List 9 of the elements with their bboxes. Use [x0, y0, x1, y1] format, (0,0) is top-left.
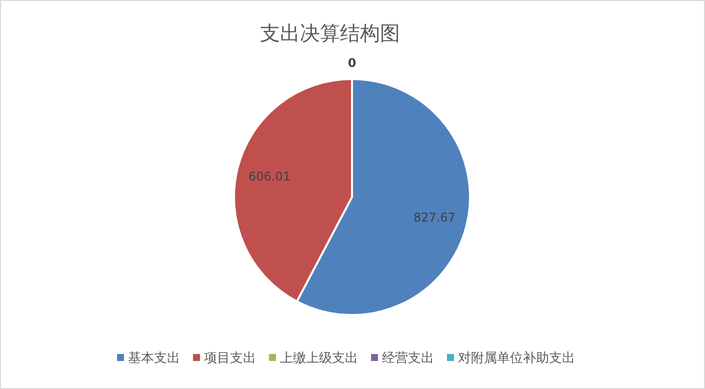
legend-label: 经营支出 [382, 351, 434, 366]
chart-title: 支出决算结构图 [260, 21, 400, 45]
text: 0 [348, 56, 356, 70]
data-label: 606.01 [248, 170, 291, 184]
legend-label: 对附属单位补助支出 [458, 351, 575, 366]
legend-label: 上缴上级支出 [280, 351, 358, 366]
legend-label: 项目支出 [204, 351, 256, 366]
data-label: 827.67 [413, 210, 456, 224]
legend-label: 基本支出 [128, 351, 180, 366]
